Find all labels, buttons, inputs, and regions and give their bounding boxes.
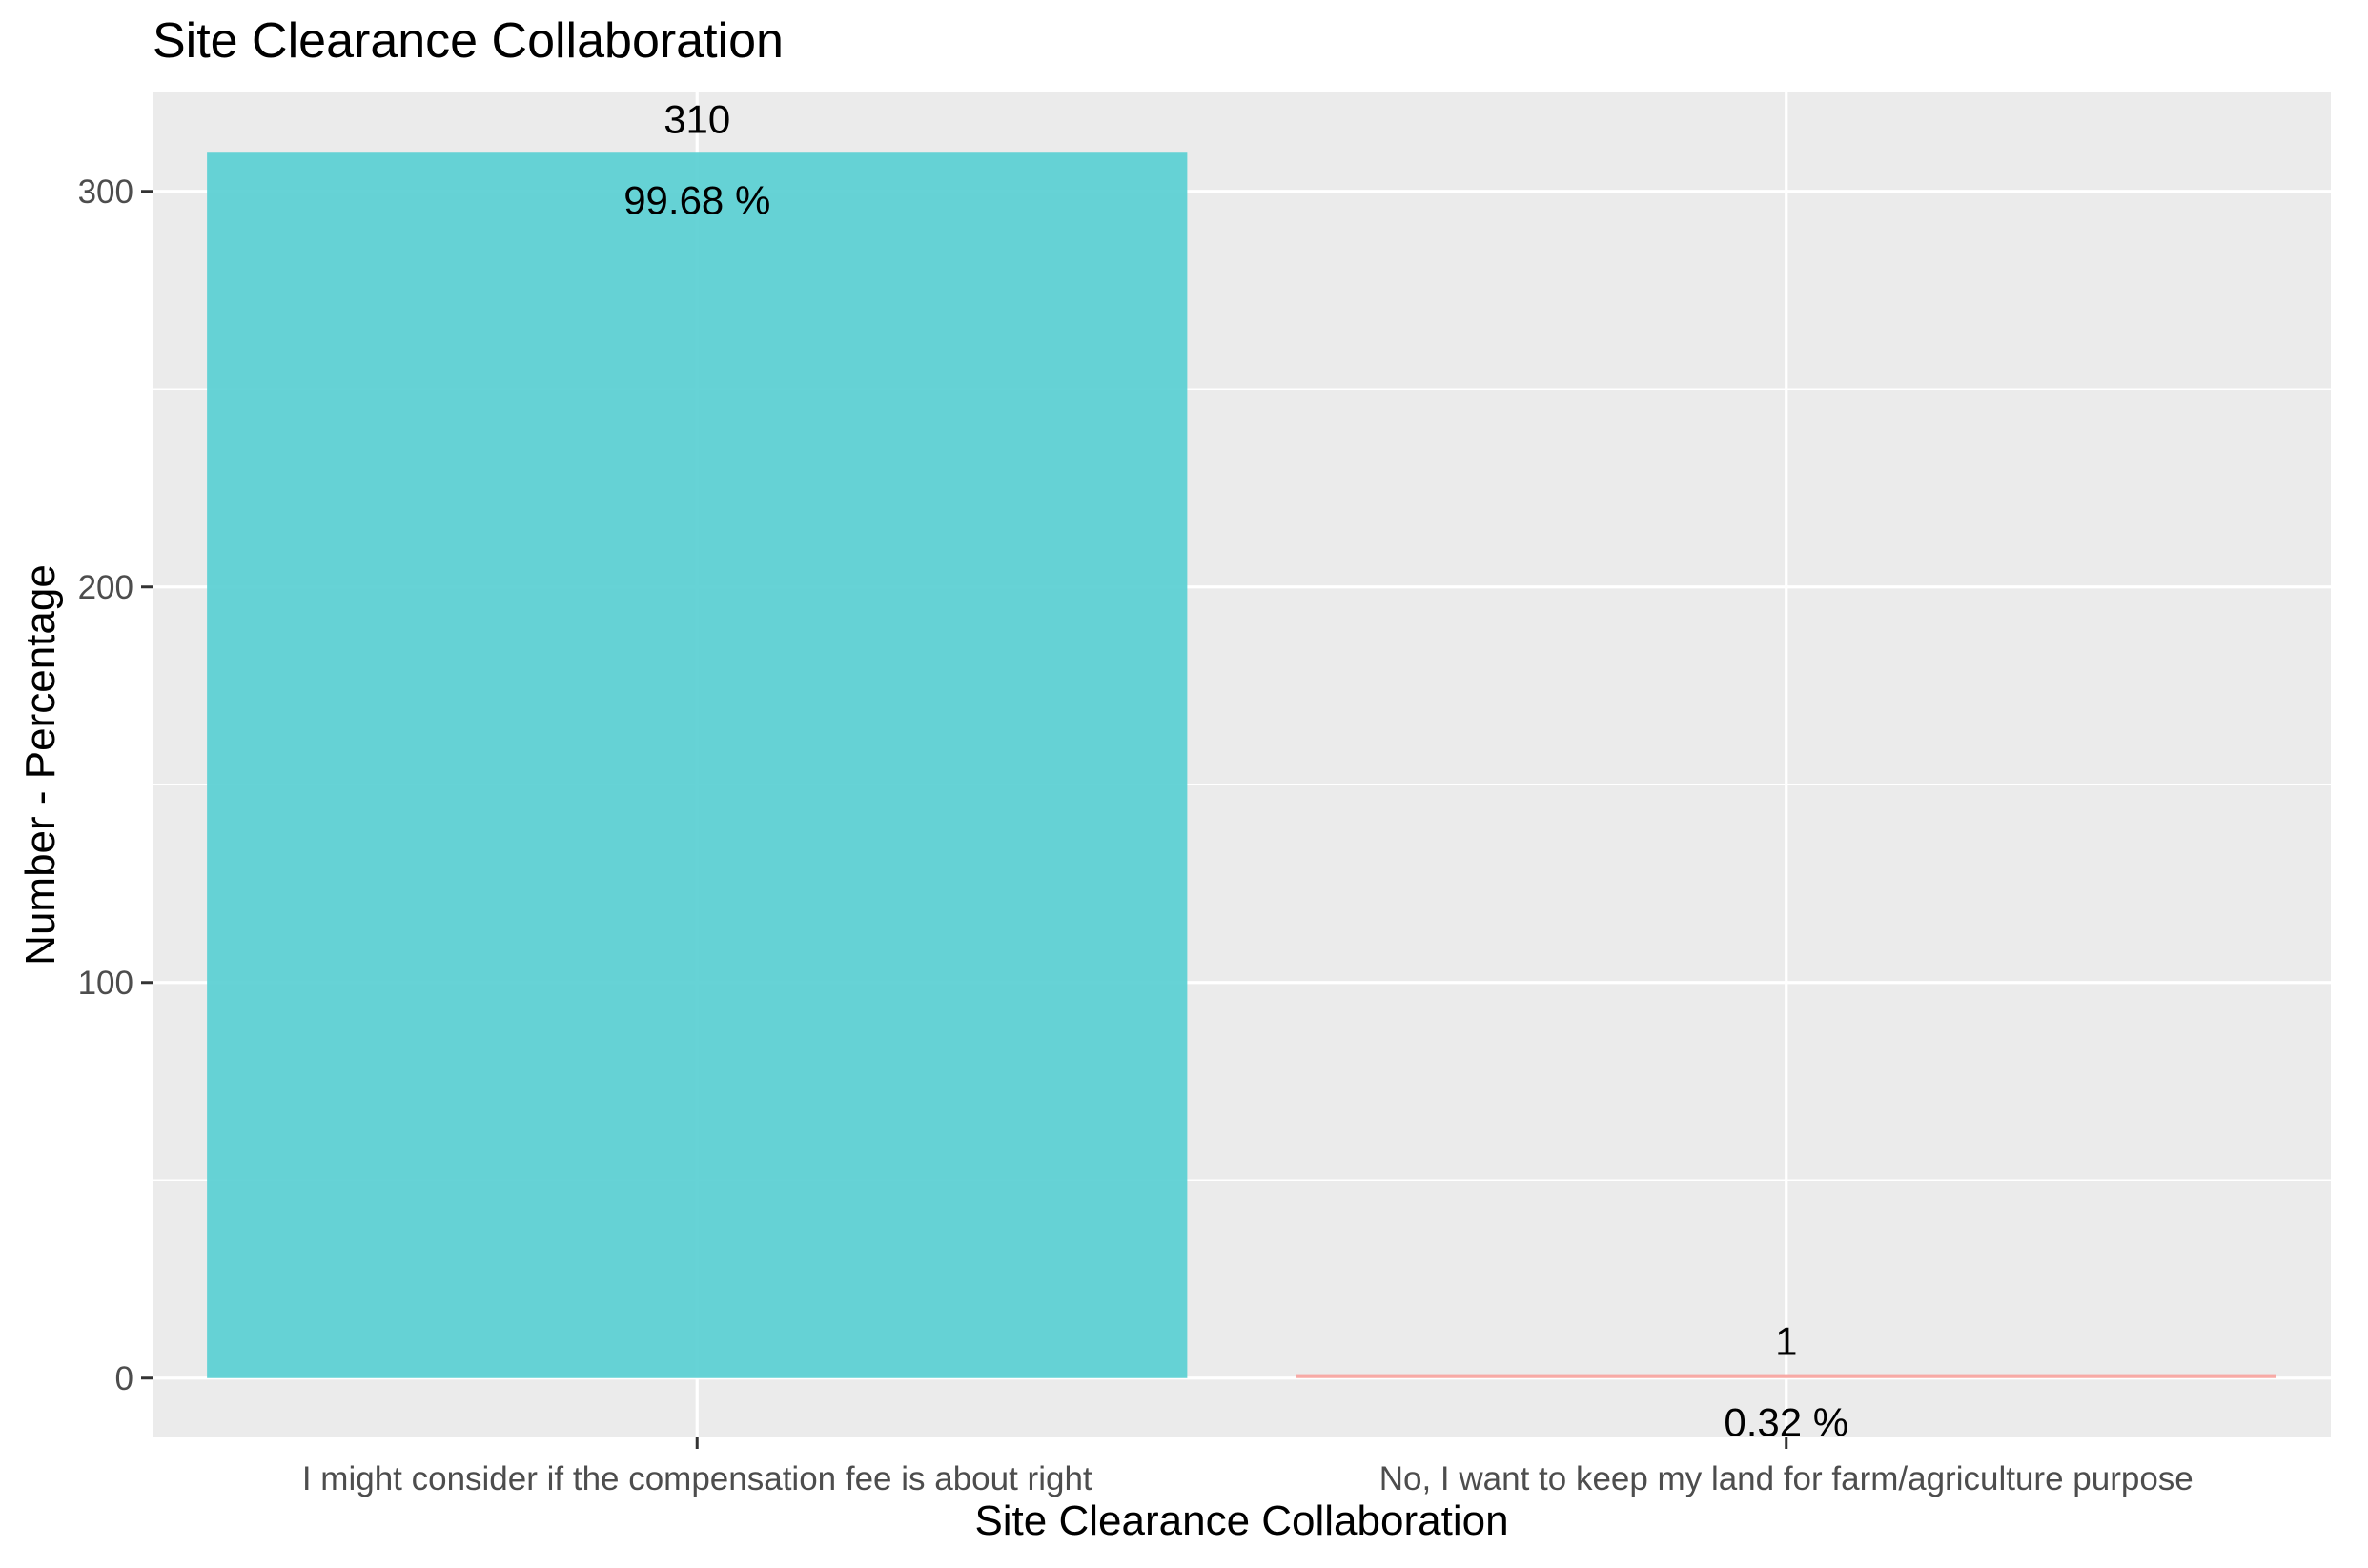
y-tick-label: 300	[78, 173, 133, 211]
bar	[1296, 1374, 2276, 1378]
percent-label: 99.68 %	[623, 177, 770, 222]
percent-label: 0.32 %	[1724, 1400, 1848, 1445]
bar	[207, 152, 1188, 1378]
y-tick-label: 100	[78, 965, 133, 1002]
y-tick-label: 200	[78, 569, 133, 606]
y-axis-title: Number - Percentage	[17, 564, 64, 966]
chart-title: Site Clearance Collaboration	[153, 13, 784, 69]
x-tick-label: No, I want to keep my land for farm/agri…	[1379, 1460, 2194, 1497]
count-label: 1	[1775, 1319, 1797, 1364]
x-tick-label: I might consider if the compensation fee…	[302, 1460, 1092, 1497]
x-axis-title: Site Clearance Collaboration	[974, 1497, 1508, 1544]
y-tick-label: 0	[115, 1360, 133, 1397]
count-label: 310	[663, 96, 730, 141]
